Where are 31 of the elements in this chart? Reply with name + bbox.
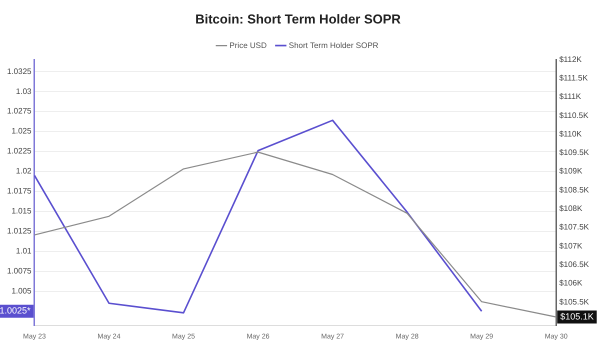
y2-tick-label: $109K: [559, 166, 583, 176]
y-tick-label: 1.03: [16, 86, 32, 96]
y2-tick-label: $107.5K: [559, 222, 590, 232]
y2-tick-label: $106K: [559, 278, 583, 288]
y2-tick-label: $108.5K: [559, 185, 590, 194]
y2-tick-label: $107K: [559, 241, 583, 250]
legend-label: Price USD: [229, 40, 267, 50]
y-tick-label: 1.0275: [7, 106, 32, 116]
y-tick-label: 1.02: [16, 166, 32, 176]
y-tick-label: 1.005: [11, 286, 32, 296]
y-tick-label: 1.015: [11, 206, 32, 216]
text: 1.0025*: [0, 306, 31, 316]
y-tick-label: 1.01: [16, 246, 32, 256]
y2-tick-label: $110.5K: [559, 110, 590, 120]
y2-tick-label: $105.5K: [559, 297, 590, 306]
y-tick-label: 1.0075: [7, 266, 32, 276]
y2-tick-label: $111.5K: [559, 73, 588, 82]
y-tick-label: 1.0175: [7, 186, 32, 196]
y2-tick-label: $111K: [559, 92, 582, 102]
y2-tick-label: $106.5K: [559, 260, 590, 269]
y-tick-label: 1.0225: [7, 146, 32, 156]
y2-tick-label: $108K: [559, 204, 583, 214]
chart-title: Bitcoin: Short Term Holder SOPR: [195, 11, 402, 26]
y-tick-label: 1.0125: [7, 226, 32, 236]
y2-tick-label: $112K: [559, 54, 582, 64]
y2-tick-label: $110K: [559, 129, 582, 138]
y-tick-label: 1.0325: [7, 66, 32, 76]
legend-label: Short Term Holder SOPR: [288, 40, 379, 50]
y2-tick-label: $109.5K: [559, 148, 590, 158]
text: $105.1K: [560, 312, 594, 322]
y-tick-label: 1.025: [11, 126, 32, 136]
